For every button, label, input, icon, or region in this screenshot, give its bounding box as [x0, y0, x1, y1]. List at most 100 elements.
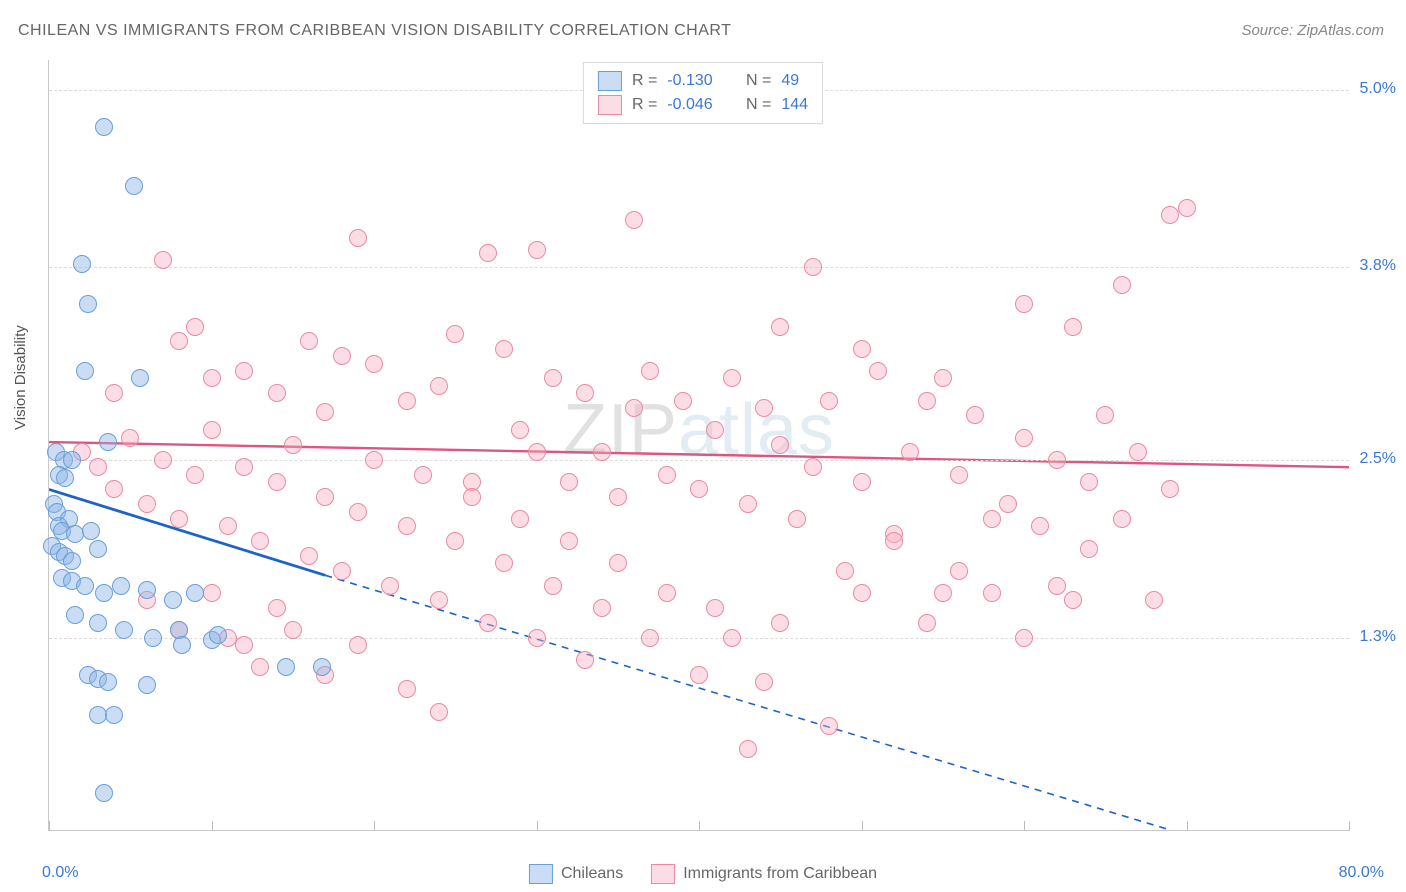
scatter-point-caribbean	[836, 562, 854, 580]
scatter-point-caribbean	[1113, 510, 1131, 528]
scatter-point-chilean	[105, 706, 123, 724]
plot-area: ZIPatlas	[48, 60, 1349, 831]
scatter-point-caribbean	[869, 362, 887, 380]
scatter-point-caribbean	[1048, 577, 1066, 595]
scatter-point-caribbean	[804, 458, 822, 476]
scatter-point-caribbean	[1048, 451, 1066, 469]
scatter-point-caribbean	[430, 591, 448, 609]
y-tick-label: 2.5%	[1360, 450, 1396, 468]
scatter-point-caribbean	[999, 495, 1017, 513]
scatter-point-caribbean	[463, 488, 481, 506]
series-legend: ChileansImmigrants from Caribbean	[529, 864, 877, 884]
scatter-point-chilean	[95, 784, 113, 802]
scatter-point-caribbean	[333, 562, 351, 580]
scatter-point-caribbean	[1064, 591, 1082, 609]
scatter-point-caribbean	[983, 510, 1001, 528]
scatter-point-caribbean	[1080, 473, 1098, 491]
scatter-point-chilean	[56, 469, 74, 487]
scatter-point-caribbean	[966, 406, 984, 424]
scatter-point-caribbean	[1129, 443, 1147, 461]
scatter-point-caribbean	[1145, 591, 1163, 609]
scatter-point-caribbean	[950, 562, 968, 580]
scatter-point-caribbean	[268, 599, 286, 617]
scatter-point-caribbean	[771, 318, 789, 336]
scatter-point-caribbean	[446, 532, 464, 550]
scatter-point-caribbean	[950, 466, 968, 484]
scatter-point-chilean	[115, 621, 133, 639]
stats-row: R = -0.130 N = 49	[598, 69, 808, 93]
scatter-point-caribbean	[609, 488, 627, 506]
scatter-point-caribbean	[300, 332, 318, 350]
scatter-point-chilean	[63, 451, 81, 469]
scatter-point-chilean	[277, 658, 295, 676]
chart-title: CHILEAN VS IMMIGRANTS FROM CARIBBEAN VIS…	[18, 22, 731, 40]
scatter-point-caribbean	[349, 503, 367, 521]
scatter-point-caribbean	[544, 369, 562, 387]
legend-item: Chileans	[529, 864, 623, 884]
x-tick	[374, 821, 375, 831]
scatter-point-caribbean	[203, 369, 221, 387]
scatter-point-caribbean	[690, 666, 708, 684]
scatter-point-chilean	[95, 118, 113, 136]
scatter-point-caribbean	[511, 421, 529, 439]
chart-container: CHILEAN VS IMMIGRANTS FROM CARIBBEAN VIS…	[0, 0, 1406, 892]
x-tick	[1024, 821, 1025, 831]
scatter-point-caribbean	[479, 244, 497, 262]
scatter-point-caribbean	[121, 429, 139, 447]
scatter-point-caribbean	[528, 443, 546, 461]
scatter-point-caribbean	[398, 680, 416, 698]
scatter-point-chilean	[144, 629, 162, 647]
scatter-point-chilean	[138, 676, 156, 694]
trend-lines-layer	[49, 60, 1349, 830]
scatter-point-caribbean	[739, 740, 757, 758]
scatter-point-caribbean	[316, 488, 334, 506]
scatter-point-chilean	[76, 577, 94, 595]
scatter-point-caribbean	[154, 251, 172, 269]
scatter-point-caribbean	[625, 399, 643, 417]
scatter-point-caribbean	[1161, 480, 1179, 498]
scatter-point-caribbean	[1161, 206, 1179, 224]
scatter-point-caribbean	[1178, 199, 1196, 217]
scatter-point-caribbean	[983, 584, 1001, 602]
scatter-point-caribbean	[528, 629, 546, 647]
scatter-point-caribbean	[706, 421, 724, 439]
scatter-point-caribbean	[138, 495, 156, 513]
scatter-point-caribbean	[365, 355, 383, 373]
scatter-point-caribbean	[674, 392, 692, 410]
scatter-point-caribbean	[495, 554, 513, 572]
scatter-point-chilean	[66, 525, 84, 543]
scatter-point-caribbean	[365, 451, 383, 469]
stats-row: R = -0.046 N = 144	[598, 93, 808, 117]
scatter-point-caribbean	[349, 636, 367, 654]
scatter-point-caribbean	[398, 517, 416, 535]
x-tick	[699, 821, 700, 831]
scatter-point-caribbean	[593, 443, 611, 461]
legend-swatch	[529, 864, 553, 884]
scatter-point-chilean	[173, 636, 191, 654]
legend-swatch	[598, 71, 622, 91]
scatter-point-caribbean	[300, 547, 318, 565]
y-tick-label: 5.0%	[1360, 80, 1396, 98]
scatter-point-caribbean	[219, 517, 237, 535]
scatter-point-caribbean	[771, 436, 789, 454]
scatter-point-caribbean	[170, 332, 188, 350]
scatter-point-caribbean	[203, 421, 221, 439]
x-tick	[1349, 821, 1350, 831]
scatter-point-caribbean	[885, 532, 903, 550]
scatter-point-caribbean	[235, 362, 253, 380]
scatter-point-caribbean	[479, 614, 497, 632]
correlation-stats-legend: R = -0.130 N = 49R = -0.046 N = 144	[583, 62, 823, 124]
y-tick-label: 3.8%	[1360, 257, 1396, 275]
x-tick	[1187, 821, 1188, 831]
scatter-point-caribbean	[853, 473, 871, 491]
scatter-point-chilean	[99, 433, 117, 451]
scatter-point-caribbean	[625, 211, 643, 229]
scatter-point-caribbean	[1015, 629, 1033, 647]
scatter-point-caribbean	[690, 480, 708, 498]
scatter-point-caribbean	[918, 392, 936, 410]
y-tick-label: 1.3%	[1360, 628, 1396, 646]
scatter-point-caribbean	[820, 717, 838, 735]
scatter-point-caribbean	[105, 480, 123, 498]
scatter-point-caribbean	[771, 614, 789, 632]
scatter-point-caribbean	[1113, 276, 1131, 294]
